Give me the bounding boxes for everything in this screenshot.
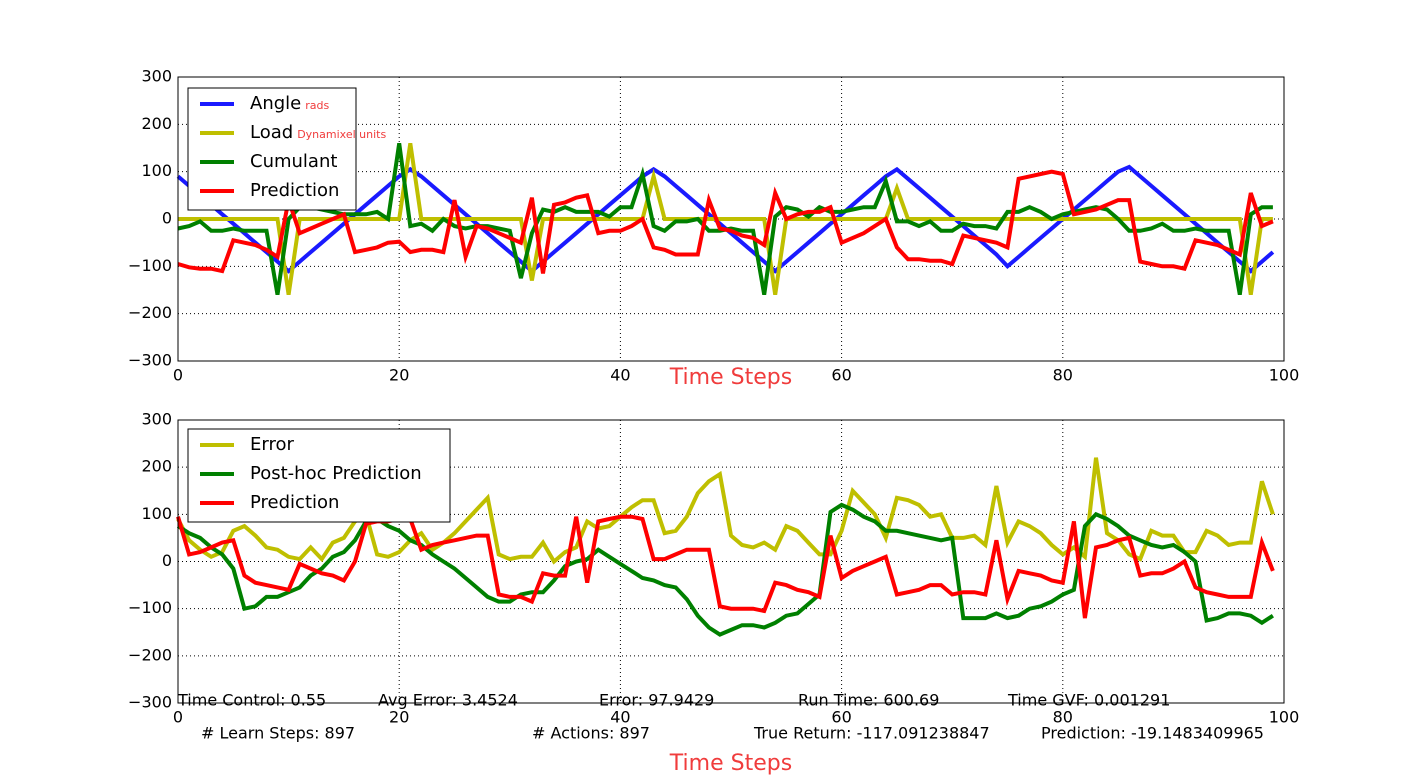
x-tick-label: 100 [1269,366,1300,385]
status-text: Time GVF: 0.001291 [1007,691,1170,710]
x-tick-label: 40 [610,708,630,727]
status-text: Time Control: 0.55 [177,691,326,710]
x-tick-label: 80 [1053,366,1073,385]
x-tick-label: 40 [610,366,630,385]
status-text: Avg Error: 3.4524 [378,691,518,710]
x-tick-label: 0 [173,708,183,727]
legend-unit: rads [305,99,329,112]
y-tick-label: −200 [128,645,172,664]
x-tick-label: 20 [389,366,409,385]
legend-label: Load [250,122,293,143]
y-tick-label: 0 [162,209,172,228]
legend-label: Prediction [250,180,339,201]
axes-frame [177,419,1285,704]
y-tick-label: −200 [128,303,172,322]
y-tick-label: −100 [128,598,172,617]
x-tick-label: 0 [173,366,183,385]
y-tick-label: 0 [162,551,172,570]
x-tick-label: 60 [831,708,851,727]
y-tick-label: 200 [141,457,172,476]
status-text: Run Time: 600.69 [798,691,939,710]
y-tick-label: 300 [141,410,172,429]
y-tick-label: 300 [141,67,172,86]
status-text: Prediction: -19.1483409965 [1041,724,1264,743]
legend-label: Error [250,434,294,455]
x-axis-label: Time Steps [669,365,792,390]
series-line [178,143,1273,295]
y-tick-label: −100 [128,256,172,275]
status-text: # Actions: 897 [532,724,650,743]
y-tick-label: 100 [141,161,172,180]
status-text: Error: 97.9429 [599,691,714,710]
status-text: True Return: -117.091238847 [753,724,990,743]
axes-frame [177,76,1285,362]
y-tick-label: 200 [141,114,172,133]
y-tick-label: 100 [141,504,172,523]
legend-unit: Dynamixel units [297,128,386,141]
series-line [177,169,1274,274]
y-tick-label: −300 [128,693,172,712]
legend-label: Angle [250,93,301,114]
x-tick-label: 100 [1269,708,1300,727]
x-tick-label: 80 [1053,708,1073,727]
legend-label: Cumulant [250,151,337,172]
legend-label: Prediction [250,492,339,513]
status-text: # Learn Steps: 897 [201,724,355,743]
x-tick-label: 20 [389,708,409,727]
x-tick-label: 60 [831,366,851,385]
series-line [176,514,1275,619]
series-line [176,502,1274,637]
legend-label: Post-hoc Prediction [250,463,422,484]
y-tick-label: −300 [128,351,172,370]
x-axis-label: Time Steps [669,751,792,776]
